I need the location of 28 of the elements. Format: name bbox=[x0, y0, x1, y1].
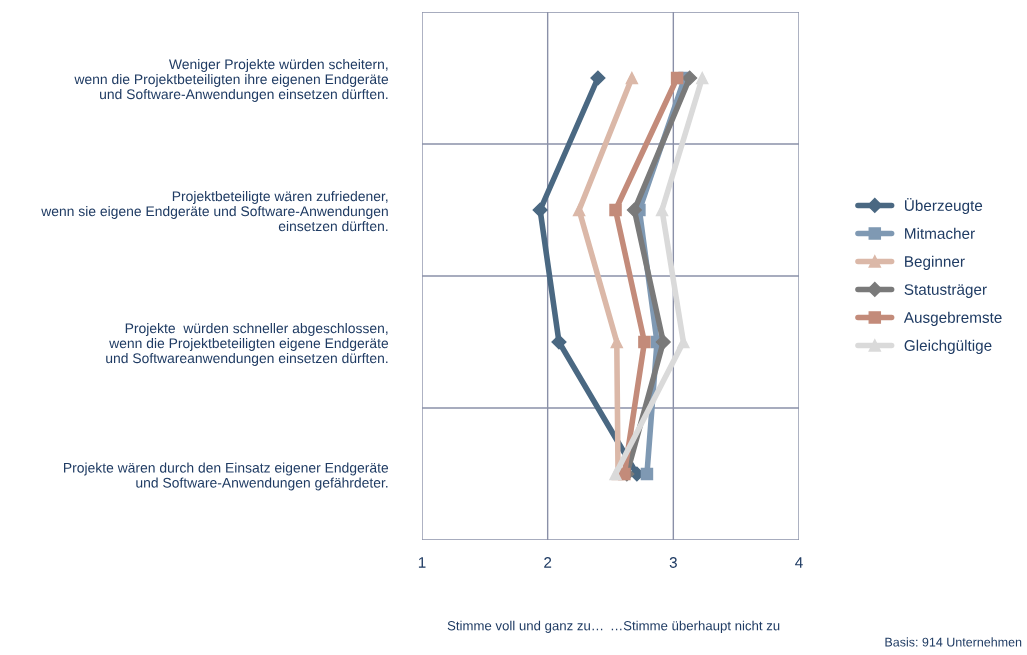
legend-label: Beginner bbox=[905, 255, 965, 270]
legend-label: Gleichgültige bbox=[904, 339, 992, 354]
point bbox=[572, 203, 586, 217]
text: Basis: 914 Unternehmen bbox=[885, 637, 1022, 647]
x-tick-label: 1 bbox=[418, 557, 426, 568]
point bbox=[626, 202, 642, 218]
point bbox=[532, 202, 548, 218]
text: …Stimme überhaupt nicht zu bbox=[611, 620, 780, 633]
point bbox=[655, 334, 671, 350]
y-tick-label: Weniger Projekte würden scheitern, wenn die Projektbeteiligten ihre eigenen Endgeräte und Software-Anwendungen einsetzen dürften. bbox=[74, 59, 389, 102]
text: Stimme voll und ganz zu… bbox=[447, 620, 603, 633]
x-tick-label: 3 bbox=[669, 557, 677, 568]
y-tick-label: Projekte wären durch den Einsatz eigener Endgeräte und Software-Anwendungen gefährdeter. bbox=[64, 462, 389, 491]
point bbox=[625, 71, 639, 85]
legend-label: Überzeugte bbox=[905, 198, 983, 214]
point bbox=[551, 334, 567, 350]
y-tick-label: Projekte würden schneller abgeschlossen, wenn die Projektbeteiligten eigene Endgeräte und Softwareanwendungen einsetzen dürften. bbox=[106, 323, 389, 366]
point bbox=[695, 71, 709, 85]
legend-label: Mitmacher bbox=[905, 227, 975, 239]
point bbox=[640, 467, 654, 481]
point bbox=[638, 335, 651, 349]
legend-label: Ausgebremste bbox=[903, 311, 1002, 326]
point bbox=[590, 70, 606, 86]
y-tick-label: Projektbeteiligte wären zufriedener, wenn sie eigene Endgeräte und Software-Anwendungen einsetzen dürften. bbox=[41, 191, 388, 232]
point bbox=[609, 203, 622, 217]
x-tick-label: 4 bbox=[795, 557, 803, 568]
x-tick-label: 2 bbox=[544, 557, 552, 568]
legend-label: Statusträger bbox=[904, 284, 987, 298]
